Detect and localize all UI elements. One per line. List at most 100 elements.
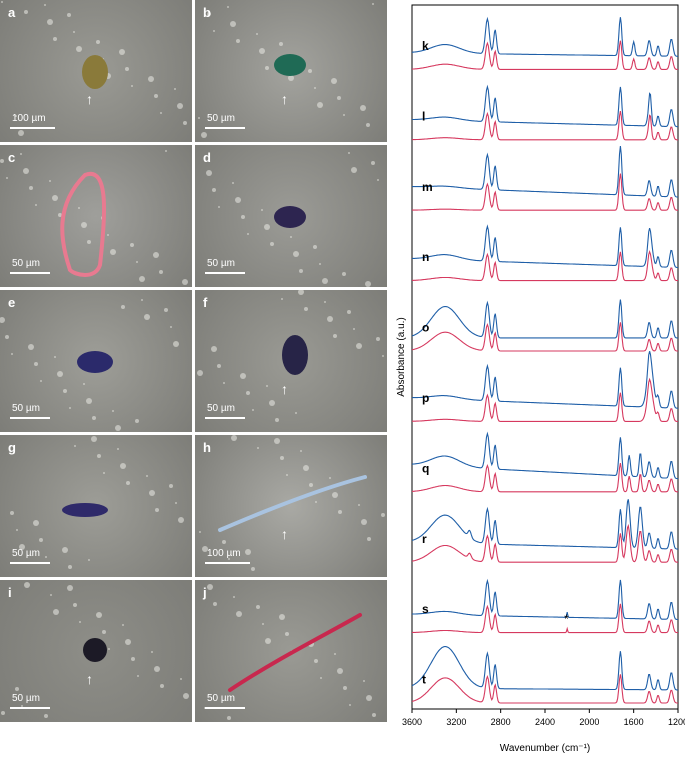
- speckle: [110, 249, 116, 255]
- speckle: [86, 398, 92, 404]
- x-tick-label: 3600: [402, 717, 422, 727]
- speckle: [331, 78, 337, 84]
- particle-image: [199, 435, 385, 571]
- speckle: [227, 6, 229, 8]
- spectrum-label-t: t: [422, 673, 426, 687]
- speckle: [358, 504, 360, 506]
- speckle: [19, 544, 25, 550]
- speckle: [34, 362, 38, 366]
- speckle: [295, 412, 297, 414]
- speckle: [73, 603, 77, 607]
- speckle: [319, 263, 321, 265]
- speckle: [223, 382, 225, 384]
- spectrum-r-sample: [411, 499, 678, 550]
- spectrum-m-sample: [411, 146, 679, 198]
- spectrum-p-sample: [412, 351, 679, 409]
- speckle: [54, 356, 56, 358]
- speckle: [353, 328, 355, 330]
- micrograph-panel-f: f 50 µm ↑: [195, 290, 387, 432]
- speckle: [269, 400, 275, 406]
- speckle: [63, 389, 67, 393]
- speckle: [360, 105, 366, 111]
- speckle: [169, 484, 173, 488]
- speckle: [257, 447, 259, 449]
- speckle: [206, 170, 212, 176]
- spectrum-m-reference: [412, 173, 678, 211]
- spectra-svg: k l m n o p q r s * t 3600 3200 2800 2400 2000 1600 1200…: [396, 4, 685, 754]
- particle-image: [206, 152, 379, 287]
- x-tick-label: 2400: [535, 717, 555, 727]
- micrograph-panel-e: e 50 µm: [0, 290, 192, 432]
- speckle: [49, 180, 51, 182]
- spectrum-label-o: o: [422, 321, 429, 335]
- speckle: [160, 112, 162, 114]
- particle-image: [197, 290, 384, 422]
- speckle: [313, 245, 317, 249]
- spectrum-label-n: n: [422, 250, 429, 264]
- particle-image: [1, 582, 189, 718]
- speckle: [151, 651, 153, 653]
- speckle: [274, 438, 280, 444]
- speckle: [202, 546, 208, 552]
- arrow-up-icon: ↑: [281, 526, 288, 542]
- speckle: [91, 436, 97, 442]
- speckle: [382, 355, 384, 357]
- speckle: [309, 483, 313, 487]
- particle-image: [10, 436, 184, 569]
- speckle: [16, 529, 18, 531]
- speckle: [288, 75, 294, 81]
- speckle: [337, 668, 343, 674]
- speckle: [52, 195, 58, 201]
- micrograph-panel-j: j 50 µm: [195, 580, 387, 722]
- speckle: [44, 714, 48, 718]
- speckle: [246, 391, 250, 395]
- speckle: [6, 177, 8, 179]
- spectrum-r-reference: [411, 523, 678, 563]
- speckle: [290, 236, 292, 238]
- speckle: [213, 602, 217, 606]
- speckle: [73, 31, 75, 33]
- speckle: [377, 179, 379, 181]
- speckle: [265, 66, 269, 70]
- speckle: [96, 612, 102, 618]
- speckle: [141, 299, 143, 301]
- spectrum-s-reference: [411, 603, 678, 634]
- speckle: [122, 624, 124, 626]
- speckle: [53, 37, 57, 41]
- speckle: [11, 353, 13, 355]
- speckle: [160, 684, 164, 688]
- speckle: [79, 621, 81, 623]
- speckle: [265, 638, 271, 644]
- speckle: [67, 585, 73, 591]
- spectrum-n-sample: [411, 224, 678, 269]
- speckle: [154, 94, 158, 98]
- speckle: [222, 540, 226, 544]
- speckle: [183, 121, 187, 125]
- scale-bar-label: 50 µm: [12, 403, 40, 414]
- scale-bar-label: 50 µm: [207, 258, 235, 269]
- panel-label: e: [8, 295, 16, 310]
- x-tick-label: 1600: [624, 717, 644, 727]
- speckle: [149, 490, 155, 496]
- speckle: [81, 222, 87, 228]
- speckle: [281, 298, 283, 300]
- speckle: [45, 556, 47, 558]
- speckle: [372, 3, 374, 5]
- spectrum-label-k: k: [422, 39, 429, 53]
- speckle: [182, 279, 188, 285]
- speckle: [324, 301, 326, 303]
- speckle: [197, 370, 203, 376]
- speckle: [236, 39, 240, 43]
- speckle: [279, 614, 285, 620]
- speckle: [235, 197, 241, 203]
- speckle: [67, 13, 71, 17]
- scale-bar-label: 50 µm: [207, 113, 235, 124]
- speckle: [240, 373, 246, 379]
- speckle: [275, 418, 279, 422]
- speckle: [314, 87, 316, 89]
- particle: [83, 638, 107, 662]
- arrow-up-icon: ↑: [86, 671, 93, 687]
- speckle: [74, 445, 76, 447]
- scale-bar-label: 100 µm: [12, 113, 46, 124]
- speckle: [47, 19, 53, 25]
